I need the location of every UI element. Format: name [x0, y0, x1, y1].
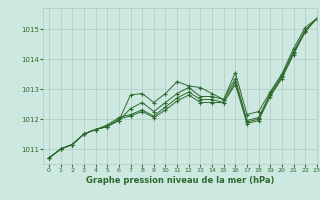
X-axis label: Graphe pression niveau de la mer (hPa): Graphe pression niveau de la mer (hPa) — [86, 176, 274, 185]
